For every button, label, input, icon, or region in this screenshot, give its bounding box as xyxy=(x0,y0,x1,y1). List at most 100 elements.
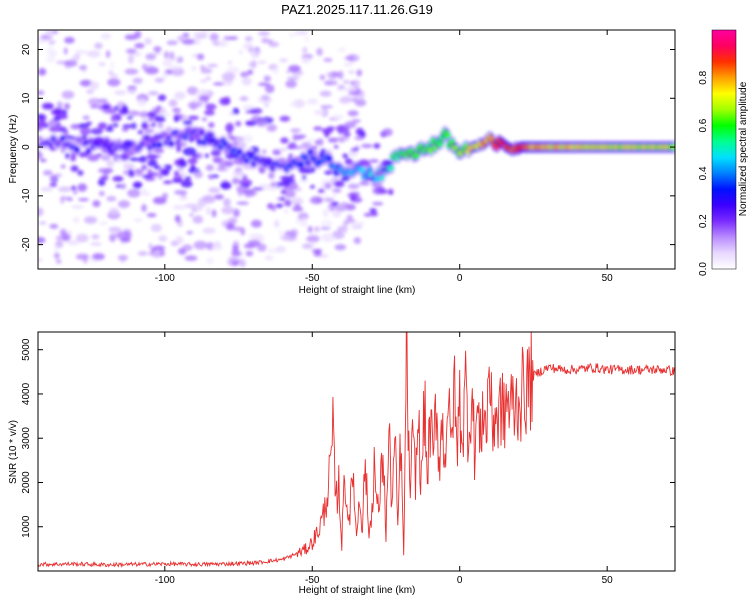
x-tick-label: 0 xyxy=(457,575,463,586)
spectrogram-cell xyxy=(174,205,182,210)
spectrogram-cell xyxy=(192,32,207,37)
spectrogram-cell xyxy=(109,227,122,235)
spectrogram-cell xyxy=(122,170,131,175)
spectrogram-cell xyxy=(107,78,121,87)
spectrogram-cell xyxy=(226,142,232,149)
colorbar-tick-label: 0.4 xyxy=(698,166,709,180)
spectrogram-cell xyxy=(56,101,63,109)
spectrogram-cell xyxy=(344,56,354,60)
spectrogram-cell xyxy=(212,82,225,86)
spectrogram-cell xyxy=(96,153,103,157)
spectrogram-frame xyxy=(37,29,676,270)
spectrogram-cell xyxy=(38,236,46,244)
y-tick-label: 4000 xyxy=(21,382,32,405)
spectrogram-cell xyxy=(147,91,159,96)
spectrogram-cell xyxy=(240,71,249,78)
spectrogram-cell xyxy=(137,129,144,135)
spectrogram-cell xyxy=(231,261,239,266)
spectrogram-cell xyxy=(77,170,84,176)
spectrogram-cell xyxy=(250,49,261,59)
spectrogram-cell xyxy=(72,216,80,224)
spectrogram-cell xyxy=(161,131,171,139)
spectrogram-cell xyxy=(64,36,75,44)
spectrogram-cell xyxy=(78,198,90,202)
spectrogram-cell xyxy=(97,122,108,130)
spectrogram-cell xyxy=(295,156,301,160)
spectrogram-cell xyxy=(247,69,254,75)
spectrogram-cell xyxy=(250,146,259,150)
spectrogram-cell xyxy=(202,196,210,200)
spectrogram-cell xyxy=(332,188,342,193)
spectrogram-cell xyxy=(99,220,109,226)
spectrogram-cell xyxy=(192,127,204,132)
spectrogram-cell xyxy=(348,91,361,96)
spectrogram-cell xyxy=(148,118,153,122)
spectrogram-cell xyxy=(247,239,261,247)
snr-panel: -100 -50 0 50 1000 2000 3000 4000 5000 Height o… xyxy=(8,331,676,596)
spectrogram-cell xyxy=(280,137,290,144)
spectrogram-cell xyxy=(114,105,119,110)
spectrogram-cell xyxy=(351,119,361,123)
spectrogram-cell xyxy=(184,176,192,181)
spectrogram-cell xyxy=(316,47,323,56)
spectrogram-cell xyxy=(288,153,293,158)
spectrogram-cell xyxy=(146,153,158,160)
spectrogram-cell xyxy=(268,41,280,47)
spectrogram-cell xyxy=(257,82,270,86)
spectrogram-cell xyxy=(341,231,348,235)
spectrogram-cell xyxy=(150,223,163,232)
spectrogram-cell xyxy=(225,124,232,131)
spectrogram-cell xyxy=(202,227,216,234)
spectrogram-cell xyxy=(243,42,254,50)
spectrogram-cell xyxy=(134,42,145,49)
spectrogram-cell xyxy=(187,157,198,165)
spectrogram-cell xyxy=(345,203,356,211)
spectrogram-cell xyxy=(205,137,217,143)
spectrogram-cell xyxy=(221,72,236,82)
spectrogram-cell xyxy=(242,179,253,187)
spectrogram-cell xyxy=(79,79,93,87)
spectrogram-cell xyxy=(38,257,43,263)
spectrogram-cell xyxy=(313,126,323,131)
spectrogram-cell xyxy=(173,115,180,123)
spectrogram-cell xyxy=(162,71,168,79)
spectrogram-cell xyxy=(89,81,100,90)
snr-frame xyxy=(37,331,676,572)
spectrogram-cell xyxy=(228,36,238,40)
spectrogram-cell xyxy=(195,153,200,160)
spectrogram-cell xyxy=(343,130,351,138)
spectrogram-cell xyxy=(301,217,307,226)
spectrogram-cell xyxy=(369,208,377,213)
spectrogram-cell xyxy=(196,53,205,61)
spectrogram-cell xyxy=(324,170,333,175)
spectrogram-cell xyxy=(184,126,193,133)
spectrogram-cell xyxy=(288,32,296,38)
colorbar-tick-label: 0.6 xyxy=(698,118,709,132)
spectrogram-cell xyxy=(61,109,68,116)
spectrogram-cell xyxy=(47,49,58,58)
spectrogram-cell xyxy=(154,51,161,55)
spectrogram-cell xyxy=(208,122,215,128)
spectrogram-cell xyxy=(302,47,308,54)
spectrogram-cell xyxy=(286,156,293,164)
spectrogram-cell xyxy=(158,235,168,242)
spectrogram-cell xyxy=(283,209,289,214)
spectrogram-cell xyxy=(200,67,213,74)
spectrogram-cell xyxy=(49,147,57,151)
spectrogram-cell xyxy=(332,211,342,218)
spectrogram-cell xyxy=(263,75,272,82)
spectrogram-cell xyxy=(147,168,153,177)
spectrogram-cell xyxy=(142,63,147,71)
spectrogram-cell xyxy=(54,107,63,114)
y-tick-label: 2000 xyxy=(21,471,32,494)
spectrogram-cell xyxy=(154,108,160,114)
spectrogram-cell xyxy=(298,160,305,168)
spectrogram-cell xyxy=(266,124,278,132)
spectrogram-cell xyxy=(340,176,350,182)
spectrogram-cell xyxy=(38,68,47,76)
spectrogram-cell xyxy=(294,30,309,36)
spectrogram-cell xyxy=(137,251,148,256)
spectrogram-cell xyxy=(257,60,267,64)
y-tick-label: 3000 xyxy=(21,427,32,450)
spectrogram-cell xyxy=(356,69,363,77)
